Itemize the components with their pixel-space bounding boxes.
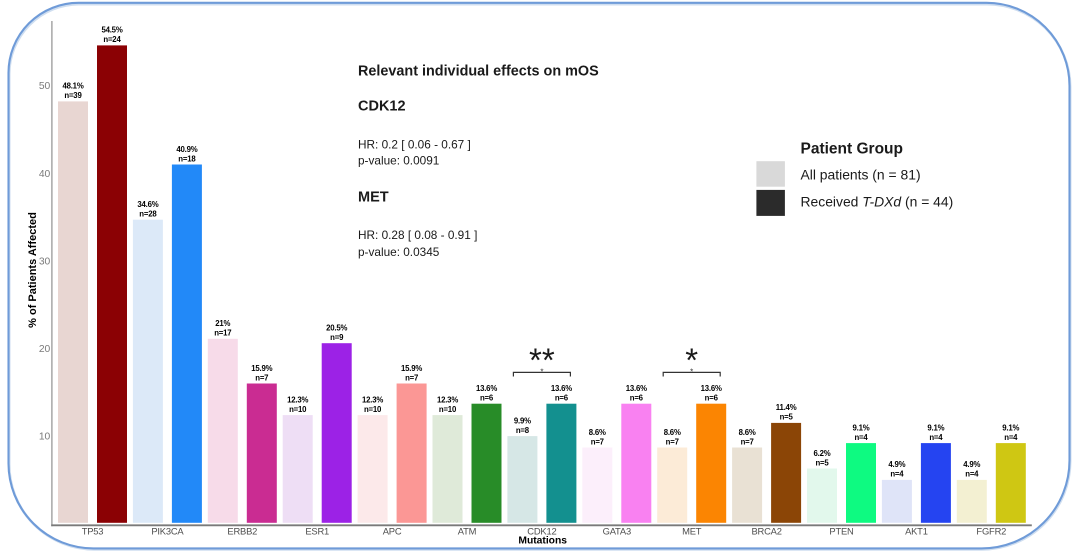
svg-text:TP53: TP53 xyxy=(82,526,104,537)
svg-text:9.1%: 9.1% xyxy=(1002,423,1019,432)
svg-text:n=17: n=17 xyxy=(214,329,231,338)
svg-text:12.3%: 12.3% xyxy=(362,395,383,404)
svg-text:MET: MET xyxy=(358,189,389,205)
svg-text:21%: 21% xyxy=(215,319,230,328)
svg-text:% of Patients Affected: % of Patients Affected xyxy=(27,212,39,328)
svg-text:n=7: n=7 xyxy=(666,437,679,446)
svg-text:n=6: n=6 xyxy=(705,394,719,403)
svg-text:34.6%: 34.6% xyxy=(137,200,158,209)
svg-text:n=7: n=7 xyxy=(255,373,268,382)
svg-text:All patients (n = 81): All patients (n = 81) xyxy=(801,167,921,183)
svg-text:n=10: n=10 xyxy=(289,405,307,414)
svg-text:n=7: n=7 xyxy=(741,437,754,446)
svg-text:n=10: n=10 xyxy=(439,405,457,414)
svg-text:n=4: n=4 xyxy=(929,433,943,442)
svg-text:4.9%: 4.9% xyxy=(963,460,980,469)
svg-text:PIK3CA: PIK3CA xyxy=(151,526,184,537)
svg-text:6.2%: 6.2% xyxy=(814,449,831,458)
svg-text:n=6: n=6 xyxy=(555,394,569,403)
svg-text:ATM: ATM xyxy=(458,526,477,537)
svg-text:*: * xyxy=(685,342,698,379)
svg-text:n=18: n=18 xyxy=(178,154,196,163)
svg-text:ERBB2: ERBB2 xyxy=(227,526,257,537)
svg-text:8.6%: 8.6% xyxy=(739,428,756,437)
svg-text:54.5%: 54.5% xyxy=(101,26,122,35)
svg-text:n=7: n=7 xyxy=(591,437,604,446)
svg-text:p-value: 0.0091: p-value: 0.0091 xyxy=(358,153,439,167)
svg-text:9.9%: 9.9% xyxy=(514,416,531,425)
svg-text:n=4: n=4 xyxy=(1004,433,1018,442)
svg-text:ESR1: ESR1 xyxy=(305,526,329,537)
svg-text:MET: MET xyxy=(682,526,702,537)
svg-text:n=28: n=28 xyxy=(139,210,157,219)
svg-text:n=10: n=10 xyxy=(364,405,382,414)
svg-text:FGFR2: FGFR2 xyxy=(976,526,1006,537)
svg-text:30: 30 xyxy=(39,256,51,267)
svg-text:*: * xyxy=(540,367,543,376)
svg-text:13.6%: 13.6% xyxy=(551,384,572,393)
svg-text:CDK12: CDK12 xyxy=(527,526,556,537)
svg-text:13.6%: 13.6% xyxy=(701,384,722,393)
svg-text:PTEN: PTEN xyxy=(829,526,853,537)
svg-text:15.9%: 15.9% xyxy=(251,364,272,373)
svg-text:50: 50 xyxy=(39,81,51,92)
svg-text:Relevant individual effects on: Relevant individual effects on mOS xyxy=(358,64,599,80)
svg-text:AKT1: AKT1 xyxy=(905,526,928,537)
svg-text:n=7: n=7 xyxy=(405,373,418,382)
svg-text:Patient Group: Patient Group xyxy=(801,140,903,157)
svg-text:12.3%: 12.3% xyxy=(287,395,308,404)
svg-text:Mutations: Mutations xyxy=(518,535,567,546)
svg-text:12.3%: 12.3% xyxy=(437,395,458,404)
svg-text:HR: 0.28 [ 0.08 - 0.91 ]: HR: 0.28 [ 0.08 - 0.91 ] xyxy=(358,228,477,242)
svg-text:n=5: n=5 xyxy=(780,413,794,422)
svg-text:**: ** xyxy=(529,342,555,379)
svg-text:n=4: n=4 xyxy=(965,470,979,479)
svg-text:n=39: n=39 xyxy=(64,91,82,100)
svg-text:n=24: n=24 xyxy=(103,35,121,44)
svg-text:15.9%: 15.9% xyxy=(401,364,422,373)
svg-text:13.6%: 13.6% xyxy=(626,384,647,393)
svg-text:CDK12: CDK12 xyxy=(358,99,406,115)
svg-text:9.1%: 9.1% xyxy=(927,423,944,432)
svg-text:4.9%: 4.9% xyxy=(888,460,905,469)
svg-text:40.9%: 40.9% xyxy=(176,145,197,154)
svg-text:n=8: n=8 xyxy=(516,426,530,435)
svg-text:13.6%: 13.6% xyxy=(476,384,497,393)
svg-text:n=9: n=9 xyxy=(330,333,344,342)
svg-text:n=6: n=6 xyxy=(630,394,644,403)
svg-text:HR: 0.2 [ 0.06 - 0.67 ]: HR: 0.2 [ 0.06 - 0.67 ] xyxy=(358,138,471,152)
svg-text:10: 10 xyxy=(39,432,51,443)
svg-text:8.6%: 8.6% xyxy=(664,428,681,437)
svg-text:Received T-DXd (n = 44): Received T-DXd (n = 44) xyxy=(801,194,954,210)
svg-text:n=5: n=5 xyxy=(815,458,829,467)
svg-text:9.1%: 9.1% xyxy=(853,423,870,432)
svg-text:p-value: 0.0345: p-value: 0.0345 xyxy=(358,245,440,259)
svg-text:48.1%: 48.1% xyxy=(62,82,83,91)
svg-text:40: 40 xyxy=(39,169,51,180)
svg-text:APC: APC xyxy=(383,526,402,537)
svg-text:8.6%: 8.6% xyxy=(589,428,606,437)
svg-text:BRCA2: BRCA2 xyxy=(751,526,781,537)
svg-text:20.5%: 20.5% xyxy=(326,324,347,333)
svg-text:n=6: n=6 xyxy=(480,394,494,403)
svg-text:GATA3: GATA3 xyxy=(603,526,631,537)
svg-text:11.4%: 11.4% xyxy=(776,403,797,412)
svg-text:n=4: n=4 xyxy=(890,470,904,479)
svg-text:n=4: n=4 xyxy=(854,433,868,442)
svg-text:20: 20 xyxy=(39,344,51,355)
svg-text:*: * xyxy=(690,367,693,376)
